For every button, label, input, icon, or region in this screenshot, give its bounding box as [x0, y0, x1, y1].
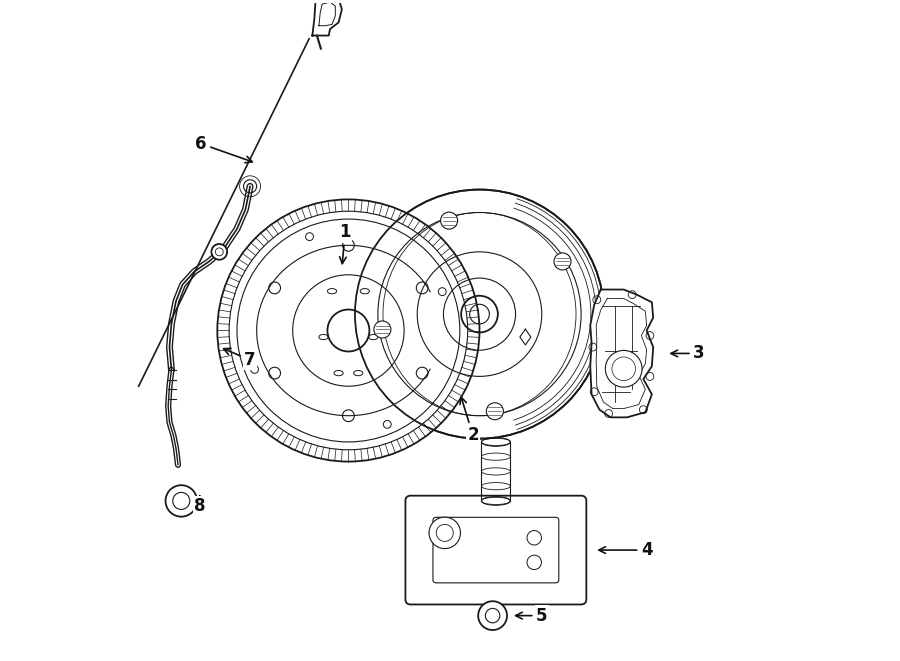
- Circle shape: [486, 403, 503, 420]
- Circle shape: [441, 212, 457, 229]
- Text: 8: 8: [194, 496, 205, 515]
- Text: 3: 3: [670, 344, 705, 362]
- Text: 2: 2: [460, 397, 479, 444]
- Circle shape: [478, 602, 507, 630]
- Circle shape: [606, 350, 642, 387]
- Text: 7: 7: [223, 348, 256, 369]
- Circle shape: [166, 485, 197, 517]
- Polygon shape: [590, 290, 653, 417]
- Circle shape: [554, 253, 571, 270]
- Circle shape: [429, 517, 461, 549]
- Circle shape: [355, 190, 604, 439]
- Circle shape: [212, 244, 227, 260]
- Text: 4: 4: [598, 541, 652, 559]
- Text: 1: 1: [339, 223, 351, 264]
- Text: 5: 5: [516, 607, 547, 625]
- FancyBboxPatch shape: [405, 496, 586, 604]
- Polygon shape: [312, 0, 342, 36]
- Circle shape: [217, 200, 480, 461]
- Text: 6: 6: [195, 135, 252, 163]
- Circle shape: [374, 321, 391, 338]
